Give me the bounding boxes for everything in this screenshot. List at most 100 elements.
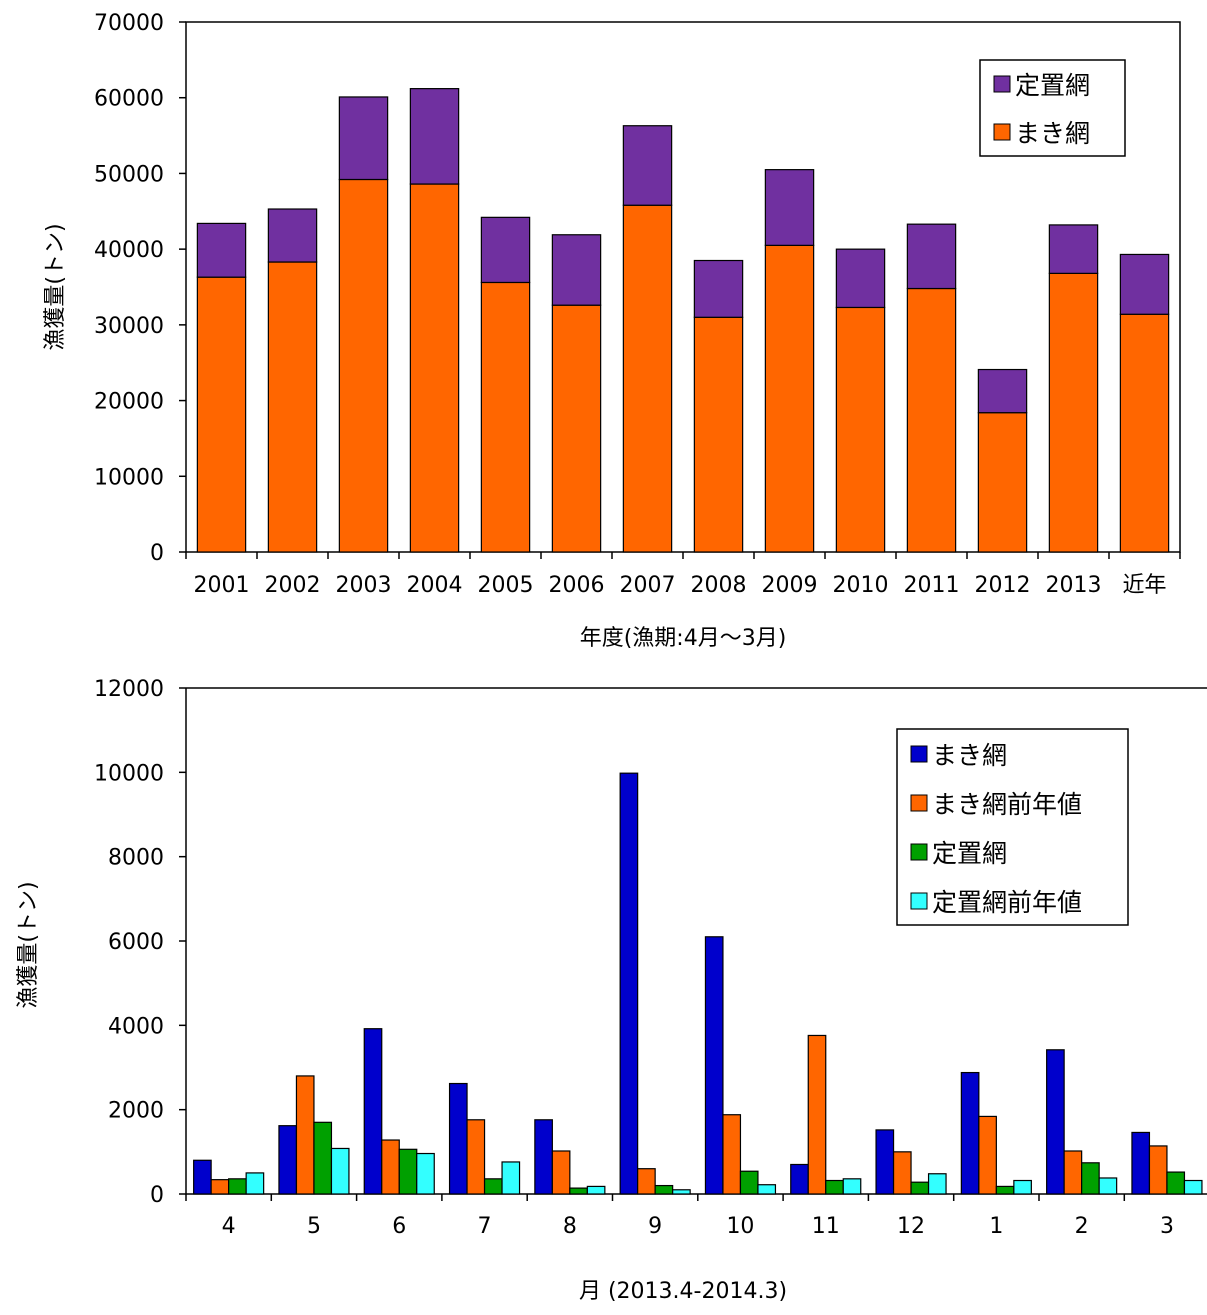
- bar-makiami-7: [448, 1082, 468, 1195]
- bar-makiami-prev-5: [295, 1075, 315, 1195]
- top-x-tick-label: 近年: [1122, 573, 1166, 598]
- bar-makiami-prev-10: [722, 1114, 742, 1195]
- top-x-tick-label: 2006: [549, 573, 605, 598]
- bar-makiami-prev-2: [1063, 1150, 1083, 1195]
- bottom-y-tick-label: 12000: [94, 677, 164, 702]
- bar-makiami-prev-6: [381, 1139, 400, 1195]
- bar-makiami-prev-12: [892, 1151, 912, 1195]
- bottom-y-axis-ticks: 0 2000 4000 6000 8000 10000 12000: [94, 677, 186, 1208]
- bottom-y-tick-label: 8000: [108, 846, 164, 871]
- top-legend-swatch-makiami: [993, 123, 1011, 141]
- bar-makiami-3: [1131, 1131, 1151, 1195]
- bar-teichiami-prev-12: [927, 1173, 947, 1195]
- bar-makiami-2009: [764, 244, 815, 553]
- bar-teichiami-8: [569, 1187, 588, 1195]
- bar-makiami-2007: [622, 204, 673, 553]
- bar-makiami-prev-4: [210, 1179, 230, 1195]
- bottom-bars: [193, 772, 1203, 1195]
- bar-teichiami-4: [228, 1178, 247, 1195]
- bar-teichiami-2004: [409, 88, 460, 185]
- bar-teichiami-11: [825, 1179, 844, 1195]
- bottom-y-tick-label: 2000: [108, 1099, 164, 1124]
- bar-teichiami-prev-6: [416, 1152, 435, 1195]
- bar-teichiami-2012: [977, 368, 1028, 414]
- bottom-y-tick-label: 4000: [108, 1014, 164, 1039]
- top-x-tick-label: 2011: [904, 573, 960, 598]
- bar-teichiami-3: [1166, 1171, 1186, 1195]
- bar-makiami-6: [363, 1028, 383, 1195]
- top-x-tick-label: 2005: [478, 573, 534, 598]
- bar-makiami-prev-8: [551, 1150, 571, 1195]
- bottom-x-tick-label: 3: [1160, 1214, 1174, 1239]
- bar-makiami-1: [960, 1071, 980, 1195]
- bar-makiami-2003: [338, 178, 389, 553]
- bar-makiami-prev-7: [466, 1119, 486, 1195]
- top-y-tick-label: 0: [150, 541, 164, 566]
- bar-teichiami-2003: [338, 96, 389, 181]
- top-legend: 定置網 まき網: [979, 59, 1126, 157]
- top-y-tick-label: 70000: [94, 11, 164, 36]
- bar-teichiami-2006: [551, 234, 602, 306]
- bar-makiami-prev-9: [637, 1168, 656, 1195]
- bar-teichiami-prev-1: [1013, 1179, 1032, 1195]
- bar-teichiami-2001: [196, 222, 247, 278]
- bar-makiami-9: [619, 772, 639, 1195]
- top-bars: [196, 88, 1170, 553]
- top-y-tick-label: 30000: [94, 314, 164, 339]
- bottom-x-tick-label: 10: [726, 1214, 754, 1239]
- bar-teichiami-2011: [906, 223, 957, 290]
- bottom-x-tick-label: 12: [897, 1214, 925, 1239]
- top-x-tick-label: 2007: [620, 573, 676, 598]
- bottom-legend-label-makiami-prev: まき網前年値: [932, 790, 1082, 819]
- bar-makiami-2004: [409, 183, 460, 553]
- bottom-legend-label-makiami: まき網: [932, 741, 1007, 770]
- bottom-x-tick-label: 4: [222, 1214, 236, 1239]
- bar-makiami-4: [193, 1159, 212, 1195]
- bar-makiami-10: [704, 936, 724, 1195]
- bar-teichiami-prev-8: [586, 1185, 606, 1195]
- bar-makiami-2006: [551, 304, 602, 553]
- bar-teichiami-prev-4: [245, 1172, 265, 1195]
- bottom-y-axis-label: 漁獲量(トン): [16, 881, 41, 1008]
- bar-makiami-prev-3: [1148, 1145, 1168, 1195]
- top-x-tick-label: 2003: [336, 573, 392, 598]
- top-y-tick-label: 40000: [94, 238, 164, 263]
- bar-teichiami-2013: [1048, 224, 1099, 274]
- top-x-tick-label: 2001: [194, 573, 250, 598]
- top-legend-label-makiami: まき網: [1015, 119, 1090, 148]
- bar-teichiami-2002: [267, 208, 318, 263]
- top-x-tick-label: 2012: [975, 573, 1031, 598]
- top-x-tick-label: 2008: [691, 573, 747, 598]
- bar-teichiami-2009: [764, 169, 815, 246]
- bottom-x-tick-label: 6: [392, 1214, 406, 1239]
- bar-teichiami-6: [398, 1148, 418, 1195]
- top-y-tick-label: 50000: [94, 162, 164, 187]
- bar-teichiami-10: [739, 1170, 759, 1195]
- bottom-y-tick-label: 6000: [108, 930, 164, 955]
- bar-teichiami-prev-9: [672, 1189, 691, 1195]
- bar-teichiami-2007: [622, 125, 673, 206]
- bottom-x-tick-label: 8: [563, 1214, 577, 1239]
- bottom-y-tick-label: 0: [150, 1183, 164, 1208]
- top-legend-swatch-teichiami: [993, 75, 1011, 93]
- bar-makiami-2005: [480, 281, 531, 553]
- bottom-x-tick-label: 2: [1075, 1214, 1089, 1239]
- bar-makiami-2001: [196, 276, 247, 553]
- bar-teichiami-2008: [693, 259, 744, 318]
- bar-makiami-2013: [1048, 272, 1099, 553]
- bar-makiami-5: [278, 1125, 298, 1195]
- bottom-legend-box: [896, 728, 1129, 926]
- bottom-legend-label-teichiami-prev: 定置網前年値: [932, 888, 1082, 917]
- bottom-x-axis-label: 月 (2013.4-2014.3): [579, 1279, 787, 1304]
- bottom-legend-swatch-makiami-prev: [910, 794, 928, 812]
- bar-makiami-12: [875, 1129, 895, 1195]
- bar-teichiami-2005: [480, 216, 531, 284]
- bar-makiami-prev-11: [807, 1034, 827, 1195]
- bottom-x-tick-label: 1: [989, 1214, 1003, 1239]
- bar-makiami-2: [1046, 1049, 1065, 1195]
- bar-teichiami-12: [910, 1181, 930, 1195]
